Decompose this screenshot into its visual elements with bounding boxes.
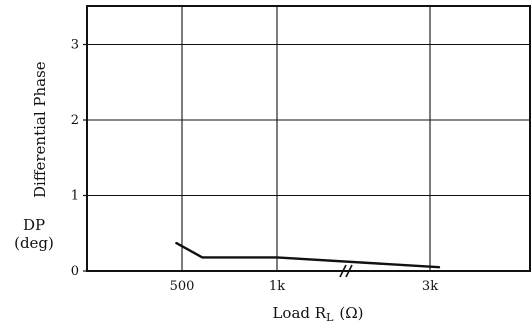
y-tick-label-2: 2 [71,113,79,128]
grid [87,6,530,271]
plot-area [86,5,531,272]
y-axis-unit: (deg) [14,234,54,252]
y-tick-labels: 0 1 2 3 [71,38,87,279]
plot-frame [86,5,531,272]
x-axis-title-subscript: L [326,311,334,324]
y-tick-label-3: 3 [71,38,79,53]
axis-break-slash-1 [339,264,347,278]
y-axis-title: Differential Phase [31,61,49,198]
x-axis-title-main: Load R [272,304,326,322]
series-layer [175,241,441,269]
x-tick-label-1k: 1k [269,279,285,294]
x-tick-label-500: 500 [170,279,195,294]
y-axis-abbrev: DP [23,216,45,234]
x-axis-title-unit: (Ω) [339,304,363,322]
axis-break-mark [339,264,353,278]
x-tick-labels: 500 1k 3k [170,279,439,294]
x-axis-title: Load RL (Ω) [272,304,363,324]
y-tick-label-0: 0 [71,264,79,279]
x-tick-label-3k: 3k [422,279,438,294]
axis-break-slash-2 [345,264,353,278]
y-tick-label-1: 1 [71,189,79,204]
series-line-1 [175,241,441,269]
